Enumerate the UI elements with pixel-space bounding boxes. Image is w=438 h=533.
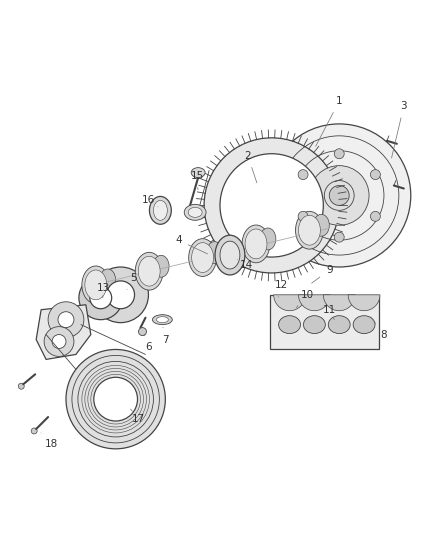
Circle shape (44, 327, 74, 357)
Circle shape (268, 124, 411, 267)
Ellipse shape (215, 235, 245, 275)
Ellipse shape (152, 314, 172, 325)
Text: 7: 7 (162, 327, 169, 344)
Text: 12: 12 (275, 280, 288, 297)
Ellipse shape (245, 229, 267, 259)
Text: 16: 16 (142, 196, 158, 207)
Ellipse shape (314, 214, 329, 236)
Ellipse shape (304, 316, 325, 334)
Circle shape (204, 138, 339, 273)
Text: 1: 1 (316, 96, 343, 146)
Circle shape (329, 185, 349, 205)
Circle shape (18, 383, 24, 389)
Text: 5: 5 (127, 273, 137, 289)
Text: 8: 8 (371, 317, 387, 340)
Ellipse shape (328, 316, 350, 334)
Circle shape (298, 212, 308, 221)
Ellipse shape (85, 270, 107, 300)
Ellipse shape (100, 269, 116, 291)
Circle shape (371, 169, 380, 180)
Circle shape (90, 287, 112, 309)
Ellipse shape (260, 228, 276, 250)
Circle shape (371, 212, 380, 221)
Text: 11: 11 (323, 305, 336, 320)
Text: 18: 18 (41, 433, 58, 449)
Wedge shape (298, 295, 330, 311)
Ellipse shape (298, 215, 320, 245)
Polygon shape (36, 305, 91, 359)
Circle shape (93, 267, 148, 322)
Ellipse shape (191, 168, 205, 177)
Circle shape (52, 335, 66, 349)
Text: 14: 14 (237, 260, 254, 270)
Text: 10: 10 (297, 290, 314, 308)
Ellipse shape (296, 212, 323, 249)
Text: 3: 3 (392, 101, 407, 158)
Ellipse shape (184, 204, 206, 220)
Text: 6: 6 (144, 334, 152, 352)
Ellipse shape (153, 200, 167, 220)
Ellipse shape (149, 197, 171, 224)
Circle shape (309, 166, 369, 225)
Circle shape (94, 377, 138, 421)
Circle shape (31, 428, 37, 434)
Wedge shape (348, 295, 380, 311)
Ellipse shape (189, 239, 216, 277)
Ellipse shape (138, 256, 160, 286)
Text: 2: 2 (244, 151, 257, 183)
Circle shape (107, 281, 134, 309)
Wedge shape (323, 295, 355, 311)
Circle shape (58, 312, 74, 328)
Circle shape (102, 385, 130, 413)
Ellipse shape (192, 243, 214, 272)
Ellipse shape (220, 241, 240, 269)
Ellipse shape (207, 241, 223, 263)
Text: 9: 9 (312, 265, 332, 283)
Ellipse shape (353, 316, 375, 334)
Text: 17: 17 (131, 409, 145, 424)
Ellipse shape (188, 207, 202, 217)
Ellipse shape (135, 252, 163, 290)
Bar (270, 295, 379, 350)
Ellipse shape (153, 255, 169, 277)
Text: 4: 4 (175, 235, 208, 254)
Text: 13: 13 (97, 283, 110, 298)
Ellipse shape (82, 266, 110, 304)
Circle shape (220, 154, 323, 257)
Circle shape (66, 350, 165, 449)
Wedge shape (274, 295, 305, 311)
Text: 15: 15 (191, 171, 204, 190)
Ellipse shape (242, 225, 270, 263)
Circle shape (79, 276, 123, 320)
Circle shape (334, 232, 344, 242)
Circle shape (298, 169, 308, 180)
Circle shape (138, 328, 146, 336)
Ellipse shape (279, 316, 300, 334)
Ellipse shape (156, 317, 168, 322)
Circle shape (334, 149, 344, 159)
Circle shape (48, 302, 84, 337)
